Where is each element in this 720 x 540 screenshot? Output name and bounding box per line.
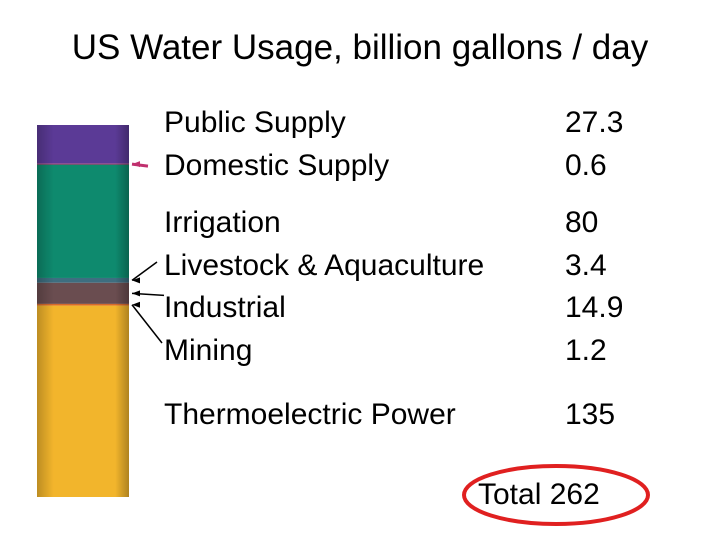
value-label-thermoelectric-power: 135: [565, 398, 616, 431]
category-label-irrigation: Irrigation: [164, 206, 281, 239]
pointer-head-mining: [132, 301, 140, 308]
category-label-mining: Mining: [164, 334, 253, 367]
category-label-public-supply: Public Supply: [164, 106, 346, 139]
value-label-mining: 1.2: [565, 334, 607, 367]
total-line: Total 262: [478, 477, 600, 513]
pointer-mining: [131, 304, 163, 344]
pointer-head-industrial: [132, 290, 140, 297]
category-label-livestock-and-aquaculture: Livestock & Aquaculture: [164, 249, 485, 282]
value-label-livestock-and-aquaculture: 3.4: [565, 249, 607, 282]
pointer-head-domestic-supply: [132, 161, 140, 168]
category-label-domestic-supply: Domestic Supply: [164, 149, 390, 182]
total-label: Total: [478, 478, 542, 511]
category-label-industrial: Industrial: [164, 291, 286, 324]
total-value: 262: [549, 478, 600, 511]
value-label-irrigation: 80: [565, 206, 599, 239]
category-label-thermoelectric-power: Thermoelectric Power: [164, 398, 456, 431]
bar-edge-shading: [37, 125, 129, 497]
chart-title: US Water Usage, billion gallons / day: [71, 28, 649, 67]
value-label-public-supply: 27.3: [565, 106, 624, 139]
value-label-domestic-supply: 0.6: [565, 149, 607, 182]
pointer-livestock-and-aquaculture: [131, 261, 158, 281]
value-label-industrial: 14.9: [565, 291, 624, 324]
pointer-head-livestock-and-aquaculture: [132, 277, 140, 284]
total-highlight-ellipse: [462, 464, 650, 526]
